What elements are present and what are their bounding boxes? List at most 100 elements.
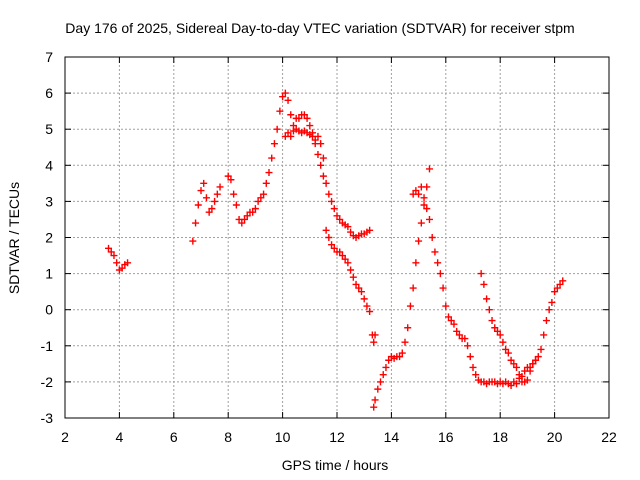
data-point	[469, 363, 477, 371]
data-point	[404, 324, 412, 332]
data-point	[330, 205, 338, 213]
data-point	[532, 356, 540, 364]
y-tick-label: 5	[45, 121, 53, 137]
data-point	[107, 248, 115, 256]
data-point	[211, 197, 219, 205]
data-point	[270, 140, 278, 148]
data-point	[105, 244, 113, 252]
data-point	[417, 219, 425, 227]
y-tick-label: -3	[41, 410, 54, 426]
data-point	[260, 190, 268, 198]
data-point	[311, 136, 319, 144]
x-tick-label: 14	[384, 429, 400, 445]
data-point	[347, 228, 355, 236]
data-point	[371, 396, 379, 404]
data-point	[496, 331, 504, 339]
data-point	[415, 237, 423, 245]
data-point	[556, 280, 564, 288]
data-point	[415, 190, 423, 198]
data-point	[284, 96, 292, 104]
y-tick-label: 2	[45, 230, 53, 246]
chart-title: Day 176 of 2025, Sidereal Day-to-day VTE…	[65, 20, 574, 36]
data-point	[534, 353, 542, 361]
data-point	[322, 226, 330, 234]
data-point	[401, 338, 409, 346]
data-point	[268, 154, 276, 162]
data-point	[300, 111, 308, 119]
data-point	[480, 280, 488, 288]
data-point	[485, 306, 493, 314]
y-tick-label: 0	[45, 302, 53, 318]
data-point	[227, 176, 235, 184]
x-tick-label: 12	[329, 429, 345, 445]
data-point	[382, 363, 390, 371]
y-tick-label: -2	[41, 374, 54, 390]
data-point	[322, 179, 330, 187]
data-points	[105, 89, 567, 411]
data-point	[202, 194, 210, 202]
x-tick-label: 18	[492, 429, 508, 445]
data-point	[425, 165, 433, 173]
data-point	[241, 215, 249, 223]
x-tick-label: 4	[116, 429, 124, 445]
data-point	[396, 353, 404, 361]
data-point	[314, 132, 322, 140]
data-point	[363, 302, 371, 310]
data-point	[208, 205, 216, 213]
data-point	[287, 132, 295, 140]
data-point	[540, 331, 548, 339]
data-point	[238, 219, 246, 227]
data-point	[224, 172, 232, 180]
data-point	[477, 270, 485, 278]
data-point	[548, 298, 556, 306]
data-point	[110, 252, 118, 260]
data-point	[507, 382, 515, 390]
data-point	[483, 295, 491, 303]
data-point	[118, 264, 126, 272]
data-point	[499, 338, 507, 346]
data-point	[513, 380, 521, 388]
data-point	[445, 313, 453, 321]
data-point	[420, 194, 428, 202]
data-point	[303, 114, 311, 122]
data-point	[360, 295, 368, 303]
data-point	[450, 320, 458, 328]
data-point	[325, 234, 333, 241]
x-tick-label: 20	[547, 429, 563, 445]
data-point	[417, 183, 425, 191]
data-point	[529, 360, 537, 368]
data-point	[333, 212, 341, 220]
data-point	[493, 327, 501, 335]
x-tick-label: 22	[601, 429, 617, 445]
data-point	[371, 331, 379, 339]
data-point	[314, 150, 322, 158]
data-point	[526, 367, 534, 375]
data-point	[377, 378, 385, 386]
data-point	[200, 179, 208, 187]
data-point	[349, 273, 357, 281]
data-point	[507, 356, 515, 364]
data-point	[545, 306, 553, 314]
data-point	[216, 183, 224, 191]
data-point	[344, 259, 352, 267]
x-tick-label: 8	[224, 429, 232, 445]
data-point	[232, 201, 240, 209]
data-point	[559, 277, 567, 285]
data-point	[412, 259, 420, 267]
data-point	[317, 140, 325, 148]
data-point	[230, 190, 238, 198]
data-point	[447, 317, 455, 325]
data-point	[192, 219, 200, 227]
y-tick-label: 4	[45, 157, 53, 173]
data-point	[537, 345, 545, 353]
data-point	[194, 201, 202, 209]
data-point	[502, 345, 510, 353]
data-point	[205, 208, 213, 216]
data-point	[453, 327, 461, 335]
data-point	[251, 205, 259, 213]
x-tick-label: 6	[170, 429, 178, 445]
data-point	[336, 248, 344, 256]
data-point	[553, 284, 561, 292]
